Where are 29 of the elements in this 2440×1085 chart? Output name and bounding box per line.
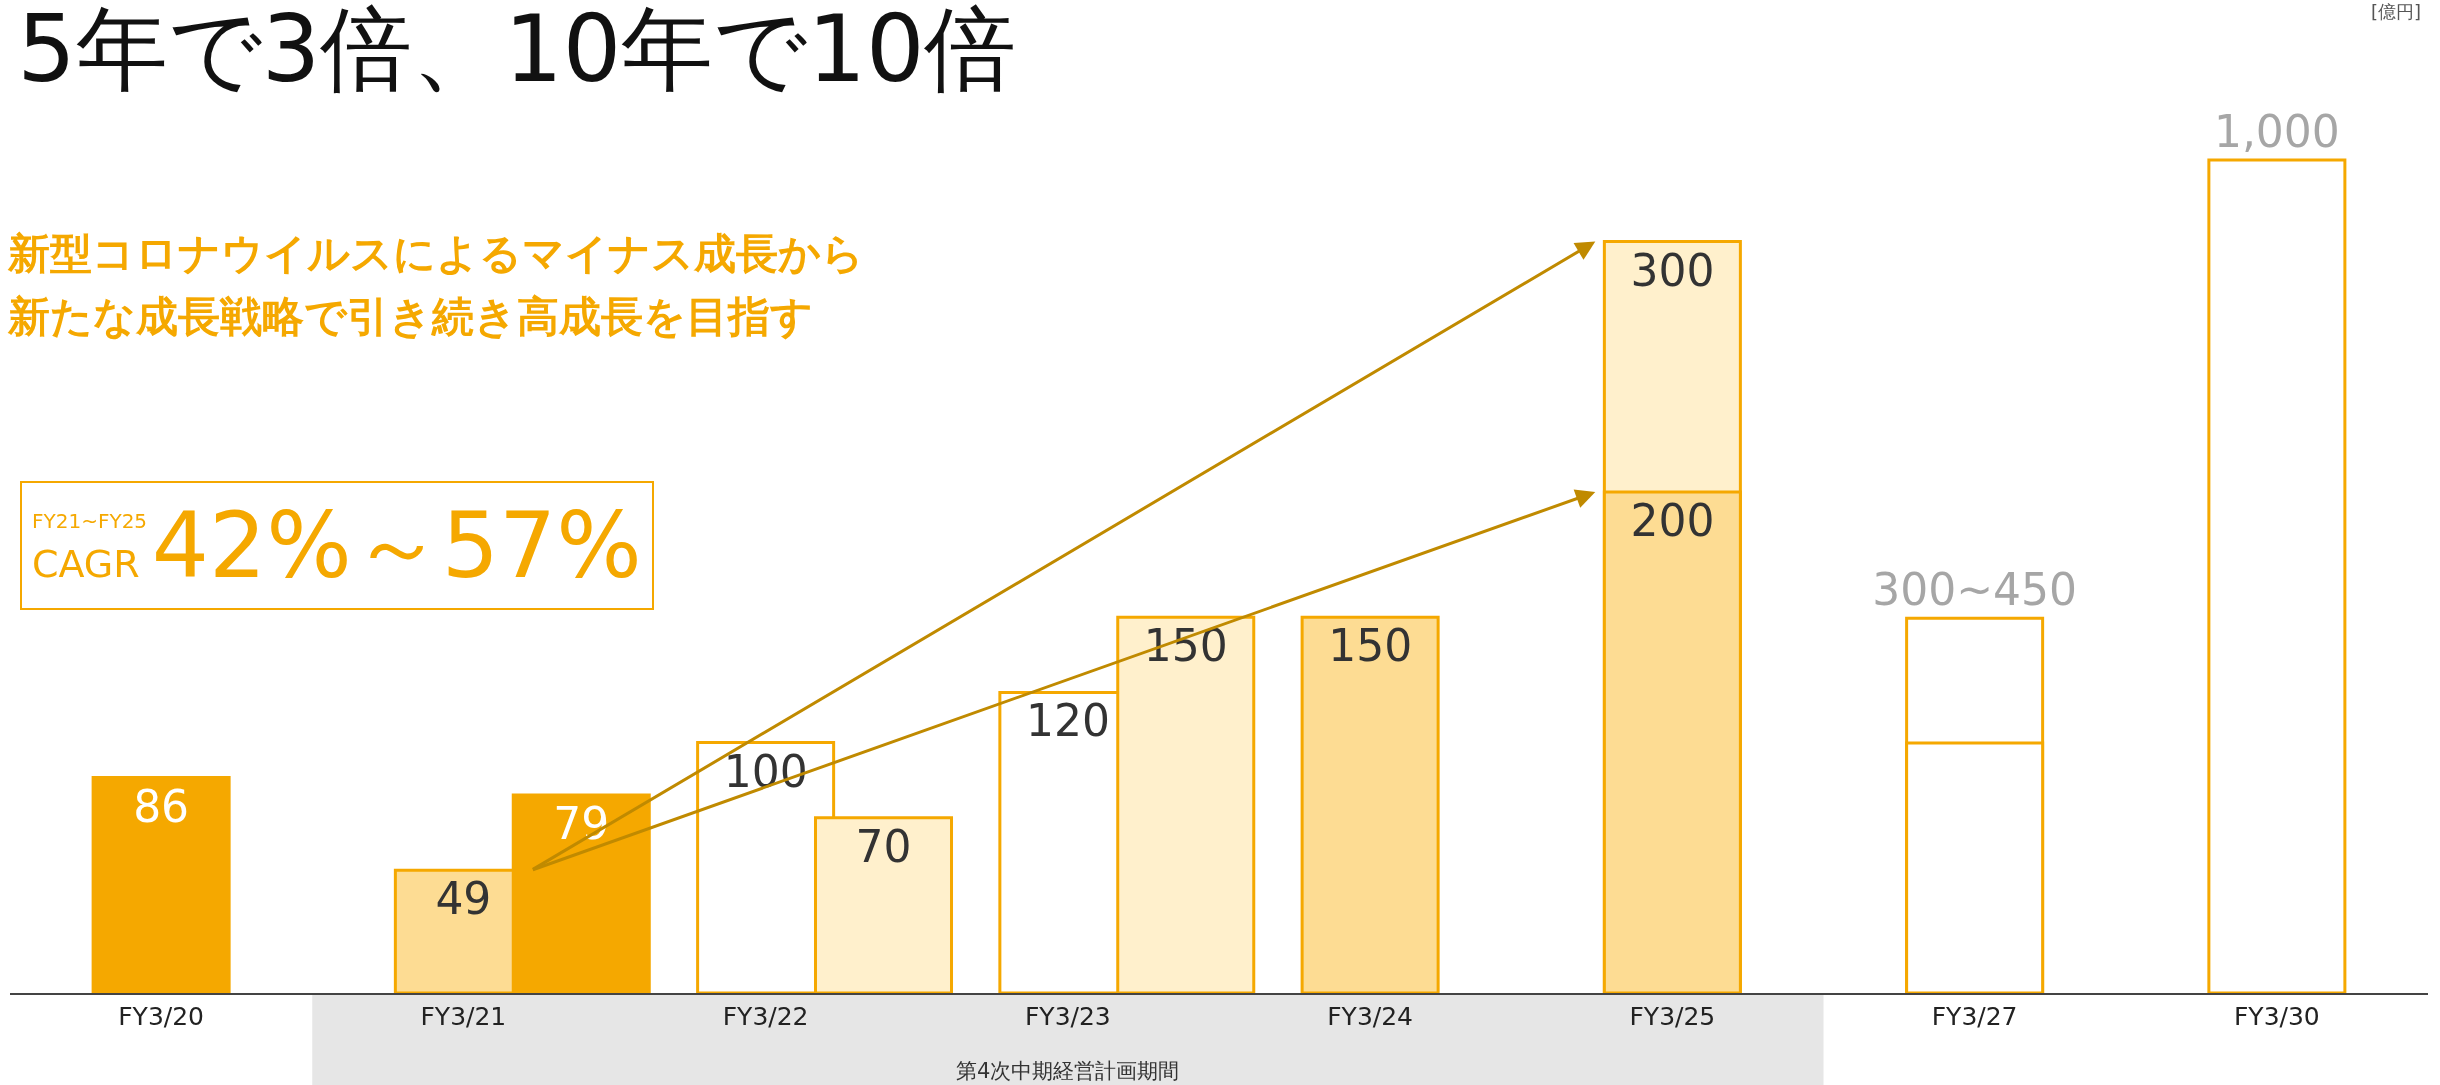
data-label: 300~450: [1872, 564, 2078, 616]
text: 新型コロナウイルスによるマイナス成長から新たな成長戦略で引き続き高成長を目指す: [8, 228, 865, 343]
annotation: FY21~FY25: [32, 508, 148, 533]
annotation: CAGR: [32, 542, 140, 586]
x-tick-label: FY3/25: [1629, 1002, 1716, 1031]
data-label: 150: [1328, 620, 1413, 672]
x-tick-label: FY3/23: [1024, 1002, 1111, 1031]
data-label: 49: [435, 873, 492, 925]
x-tick-label: FY3/21: [420, 1002, 507, 1031]
annotation: 42%～57%: [151, 493, 642, 598]
data-label: 70: [855, 820, 912, 872]
data-label: 150: [1143, 620, 1228, 672]
text: [億円]: [2371, 1, 2422, 22]
text: 第4次中期経営計画期間: [956, 1059, 1180, 1083]
data-label: 200: [1630, 495, 1715, 547]
x-tick-label: FY3/30: [2233, 1002, 2320, 1031]
chart-title: 5年で3倍、10年で10倍: [17, 0, 1017, 103]
bar: [1300, 615, 1440, 993]
data-label: 1,000: [2213, 106, 2340, 158]
data-label: 120: [1025, 695, 1110, 747]
data-label: 79: [553, 798, 610, 850]
data-label: 300: [1630, 244, 1715, 296]
x-tick-label: FY3/20: [118, 1002, 205, 1031]
x-tick-label: FY3/27: [1931, 1002, 2018, 1031]
bar: [91, 776, 231, 993]
data-label: 100: [723, 745, 808, 797]
data-label: 86: [133, 780, 190, 832]
x-tick-label: FY3/22: [722, 1002, 809, 1031]
x-tick-label: FY3/24: [1327, 1002, 1414, 1031]
